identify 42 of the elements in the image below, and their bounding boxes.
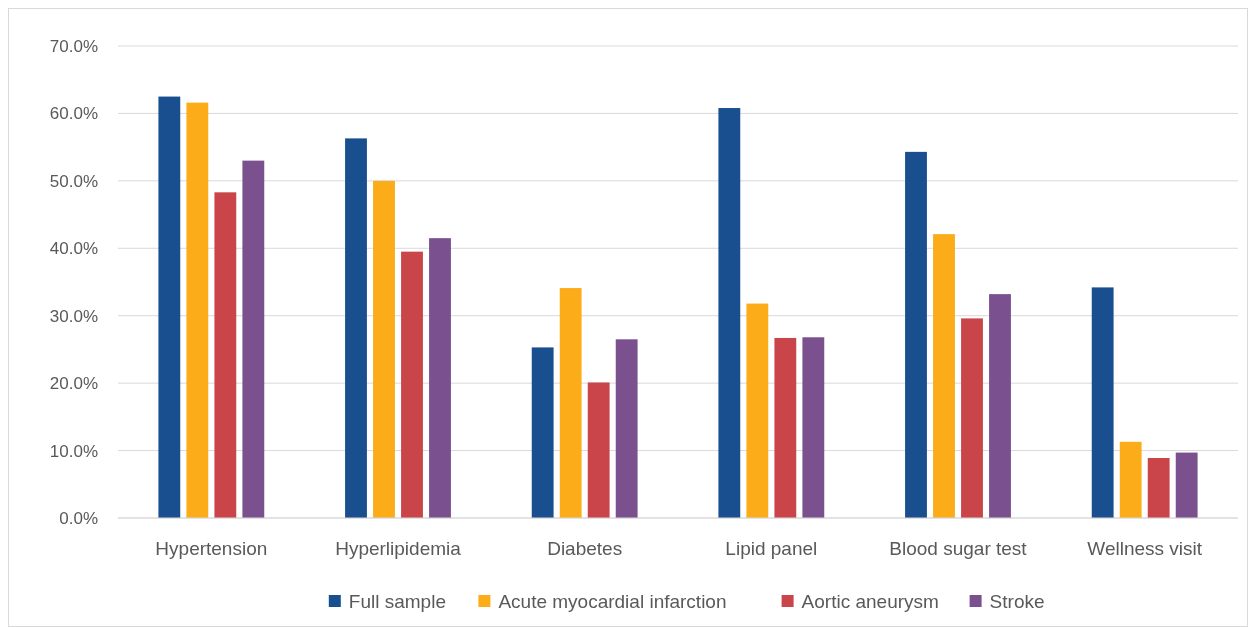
bar bbox=[802, 337, 825, 518]
bar bbox=[615, 339, 638, 518]
bar bbox=[214, 192, 237, 518]
bar bbox=[242, 160, 265, 518]
y-tick-label: 50.0% bbox=[49, 171, 98, 191]
x-tick-label: Lipid panel bbox=[725, 538, 818, 559]
bar bbox=[1119, 441, 1142, 518]
y-tick-label: 10.0% bbox=[49, 441, 98, 461]
legend-label: Aortic aneurysm bbox=[801, 590, 939, 612]
bar bbox=[933, 234, 955, 518]
y-tick-label: 20.0% bbox=[49, 374, 98, 394]
bar bbox=[373, 180, 395, 518]
x-tick-label: Hypertension bbox=[155, 538, 268, 559]
bar bbox=[746, 303, 769, 518]
y-tick-label: 30.0% bbox=[49, 306, 98, 326]
bar bbox=[961, 318, 983, 518]
bar bbox=[186, 102, 209, 518]
bar bbox=[429, 238, 451, 518]
bar bbox=[774, 337, 797, 518]
bar bbox=[905, 151, 927, 518]
y-tick-label: 0.0% bbox=[59, 508, 98, 528]
x-tick-label: Blood sugar test bbox=[889, 538, 1028, 559]
y-tick-label: 70.0% bbox=[49, 36, 98, 56]
bar bbox=[531, 347, 554, 518]
legend-label: Full sample bbox=[348, 590, 446, 612]
bar bbox=[587, 382, 610, 518]
y-tick-label: 40.0% bbox=[49, 239, 98, 259]
legend-label: Stroke bbox=[989, 590, 1045, 612]
x-tick-label: Hyperlipidemia bbox=[335, 538, 462, 559]
bar bbox=[1175, 452, 1198, 518]
bar bbox=[158, 96, 181, 518]
bar bbox=[1091, 287, 1114, 518]
bar bbox=[1147, 457, 1170, 518]
bar bbox=[345, 138, 367, 518]
bar bbox=[989, 294, 1011, 518]
bar bbox=[718, 108, 741, 518]
bar bbox=[559, 288, 582, 518]
x-tick-label: Diabetes bbox=[547, 538, 623, 559]
bar bbox=[401, 251, 423, 518]
y-tick-label: 60.0% bbox=[49, 104, 98, 124]
x-tick-label: Wellness visit bbox=[1087, 538, 1203, 559]
legend-label: Acute myocardial infarction bbox=[498, 590, 727, 612]
